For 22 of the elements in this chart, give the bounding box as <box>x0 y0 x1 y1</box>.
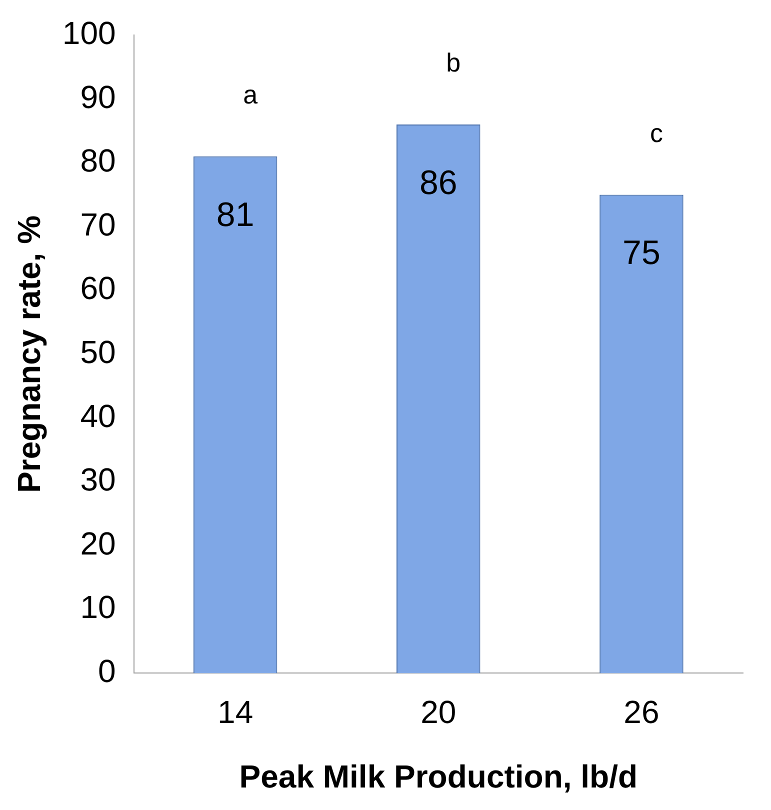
y-tick-label: 90 <box>80 78 116 115</box>
annotation: c <box>650 118 663 148</box>
y-tick-label: 40 <box>80 398 116 434</box>
data-label: 81 <box>216 196 254 234</box>
annotation: a <box>243 80 258 110</box>
y-tick-label: 50 <box>80 334 116 370</box>
y-tick-label: 0 <box>98 653 116 690</box>
y-tick-label: 100 <box>62 15 116 52</box>
x-axis-title: Peak Milk Production, lb/d <box>239 758 638 795</box>
y-tick-label: 30 <box>80 462 116 498</box>
x-tick-label: 26 <box>624 694 660 730</box>
y-axis-title: Pregnancy rate, % <box>11 215 48 493</box>
annotation: b <box>446 48 461 78</box>
x-tick-label: 14 <box>218 694 254 730</box>
data-label: 75 <box>622 234 660 272</box>
y-tick-label: 60 <box>80 270 116 306</box>
data-label: 86 <box>419 164 458 202</box>
y-tick-label: 10 <box>80 589 116 626</box>
y-tick-label: 70 <box>80 206 116 242</box>
y-tick-label: 80 <box>80 142 116 179</box>
y-tick-label: 20 <box>80 525 116 562</box>
x-tick-label: 20 <box>420 694 456 730</box>
